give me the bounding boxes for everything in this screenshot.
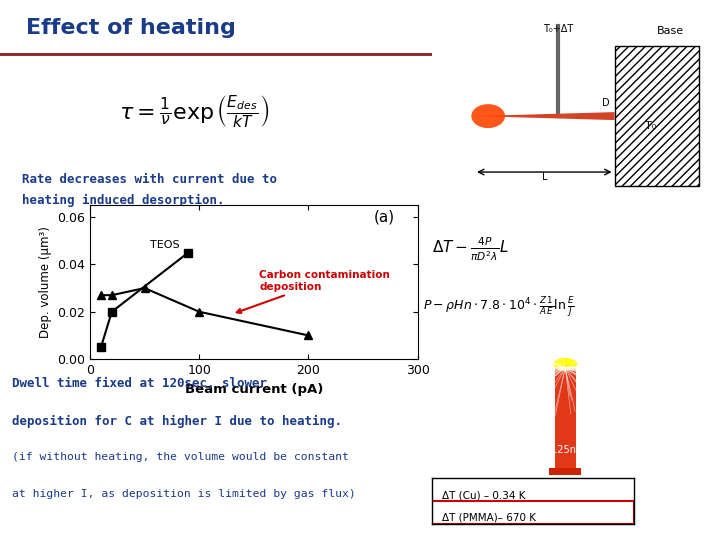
Bar xyxy=(432,501,634,524)
Bar xyxy=(615,46,698,186)
Text: D: D xyxy=(603,98,610,108)
Text: ΔT (Cu) – 0.34 K: ΔT (Cu) – 0.34 K xyxy=(442,491,526,501)
Polygon shape xyxy=(474,112,615,120)
Text: EPFL: EPFL xyxy=(665,506,688,515)
Text: L: L xyxy=(541,172,547,182)
Ellipse shape xyxy=(472,104,505,128)
Ellipse shape xyxy=(553,358,577,371)
Text: Base: Base xyxy=(657,26,684,36)
X-axis label: Beam current (pA): Beam current (pA) xyxy=(184,382,323,395)
Text: Rate decreases with current due to: Rate decreases with current due to xyxy=(22,173,277,186)
Text: 3125nm: 3125nm xyxy=(545,445,585,455)
Text: deposition for C at higher I due to heating.: deposition for C at higher I due to heat… xyxy=(12,415,341,428)
Text: ΔT (PMMA)– 670 K: ΔT (PMMA)– 670 K xyxy=(442,512,536,522)
Text: $P - \rho H n \cdot 7.8 \cdot 10^4 \cdot \frac{Z}{A}\frac{1}{E}\ln\frac{E}{J}$: $P - \rho H n \cdot 7.8 \cdot 10^4 \cdot… xyxy=(423,295,575,319)
Text: Dwell time fixed at 120sec, slower: Dwell time fixed at 120sec, slower xyxy=(12,377,266,390)
Text: heating induced desorption.: heating induced desorption. xyxy=(22,194,225,207)
Text: λ: λ xyxy=(564,98,570,108)
Text: Effect of heating: Effect of heating xyxy=(26,17,235,38)
Text: (if without heating, the volume would be constant: (if without heating, the volume would be… xyxy=(12,452,348,462)
Text: $\Delta T - \frac{4P}{\pi D^2 \lambda}L$: $\Delta T - \frac{4P}{\pi D^2 \lambda}L$ xyxy=(432,235,509,263)
Text: Carbon contamination
deposition: Carbon contamination deposition xyxy=(237,270,390,313)
Text: (a): (a) xyxy=(374,210,395,225)
Text: at higher I, as deposition is limited by gas flux): at higher I, as deposition is limited by… xyxy=(12,489,355,500)
Bar xyxy=(549,468,581,475)
Text: H: H xyxy=(507,98,515,108)
Polygon shape xyxy=(554,364,576,471)
Y-axis label: Dep. volume (μm³): Dep. volume (μm³) xyxy=(39,226,52,338)
Text: T₀: T₀ xyxy=(645,121,657,131)
Text: TEOS: TEOS xyxy=(150,240,180,250)
Text: T₀+ΔT: T₀+ΔT xyxy=(543,24,574,34)
Text: $\tau = \frac{1}{\nu}\exp\left(\frac{E_{des}}{kT}\right)$: $\tau = \frac{1}{\nu}\exp\left(\frac{E_{… xyxy=(120,93,269,131)
